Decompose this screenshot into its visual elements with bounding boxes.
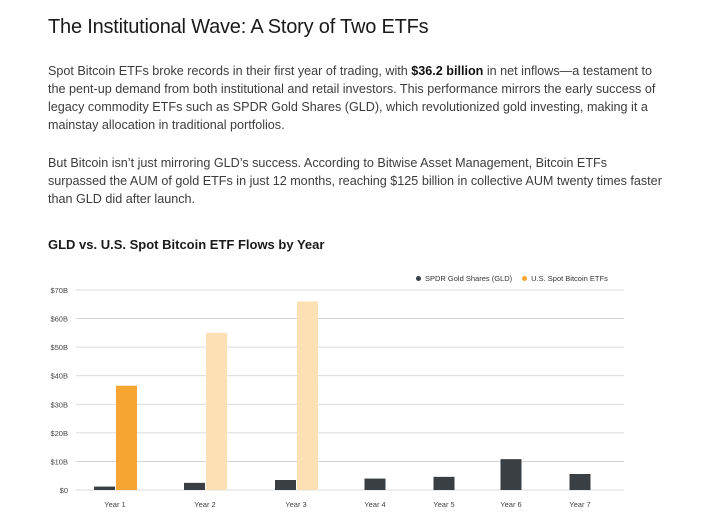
bar-btc — [297, 301, 318, 490]
x-tick-label: Year 5 — [433, 500, 454, 509]
bar-gld — [184, 482, 205, 490]
y-tick-label: $20B — [50, 429, 68, 438]
y-tick-label: $30B — [50, 400, 68, 409]
paragraph-aum: But Bitcoin isn’t just mirroring GLD’s s… — [48, 156, 662, 206]
bar-gld — [500, 459, 522, 490]
y-tick-label: $60B — [50, 315, 68, 324]
paragraph-inflows-rest: in net inflows—a testament to the pent-u… — [48, 64, 656, 132]
y-tick-label: $70B — [50, 286, 68, 295]
legend-label-btc: U.S. Spot Bitcoin ETFs — [531, 274, 608, 283]
legend-dot-btc — [522, 276, 528, 281]
chart-title: GLD vs. U.S. Spot Bitcoin ETF Flows by Y… — [48, 237, 325, 252]
bar-gld — [275, 480, 296, 490]
bar-gld — [569, 474, 591, 490]
chart-legend: SPDR Gold Shares (GLD) U.S. Spot Bitcoin… — [416, 274, 608, 283]
bar-btc — [206, 332, 227, 490]
inflows-highlight: $36.2 billion — [411, 64, 484, 78]
x-tick-label: Year 3 — [285, 500, 306, 509]
y-tick-label: $40B — [50, 372, 68, 381]
legend-dot-gld — [416, 276, 421, 281]
x-tick-label: Year 4 — [364, 500, 385, 509]
y-tick-label: $50B — [50, 343, 68, 352]
legend-label-gld: SPDR Gold Shares (GLD) — [425, 274, 513, 283]
paragraph-inflows-lead: Spot Bitcoin ETFs broke records in their… — [48, 64, 412, 78]
x-tick-label: Year 1 — [104, 500, 125, 509]
x-tick-label: Year 7 — [569, 500, 590, 509]
bar-btc — [116, 385, 137, 490]
paragraph-inflows: Spot Bitcoin ETFs broke records in their… — [48, 62, 668, 134]
bar-gld — [364, 478, 386, 490]
bar-gld — [94, 486, 115, 490]
bar-gld — [433, 476, 455, 490]
y-tick-label: $10B — [50, 457, 68, 466]
legend-item-gld: SPDR Gold Shares (GLD) — [416, 274, 512, 283]
article-heading: The Institutional Wave: A Story of Two E… — [48, 16, 429, 38]
y-tick-label: $0 — [60, 486, 68, 495]
legend-item-btc: U.S. Spot Bitcoin ETFs — [522, 274, 608, 283]
article: The Institutional Wave: A Story of Two E… — [48, 14, 668, 208]
x-tick-label: Year 6 — [500, 500, 521, 509]
x-tick-label: Year 2 — [194, 500, 215, 509]
